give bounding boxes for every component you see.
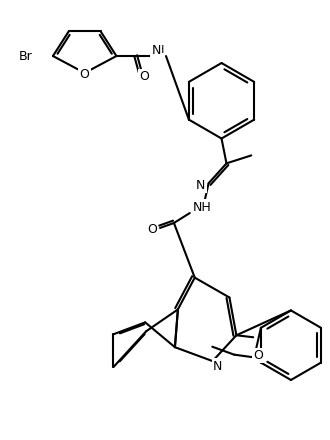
Text: O: O — [80, 69, 90, 81]
Text: O: O — [139, 70, 149, 84]
Text: O: O — [253, 349, 263, 362]
Text: NH: NH — [192, 201, 211, 213]
Text: N: N — [151, 44, 161, 57]
Text: O: O — [147, 224, 157, 236]
Text: H: H — [156, 45, 164, 55]
Text: N: N — [196, 179, 205, 192]
Text: N: N — [213, 359, 222, 373]
Text: Br: Br — [18, 50, 32, 62]
